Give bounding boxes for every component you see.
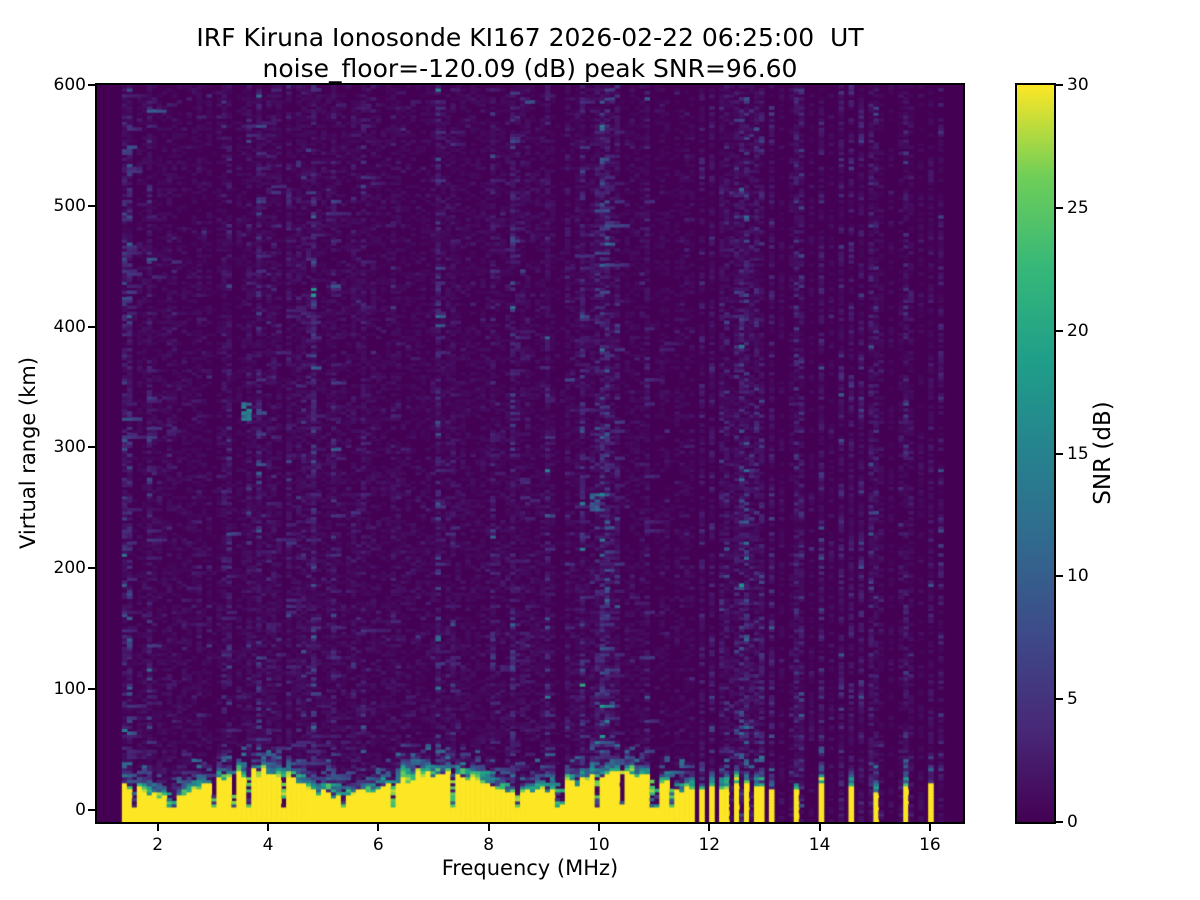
x-tick-label: 16 [919, 835, 941, 855]
x-tick-label: 10 [588, 835, 610, 855]
colorbar-tick-label: 20 [1067, 320, 1089, 341]
y-tick-mark [88, 567, 95, 570]
plot-area [95, 83, 965, 824]
y-tick-label: 600 [53, 75, 86, 95]
y-tick-label: 100 [53, 679, 86, 700]
y-tick-label: 400 [53, 316, 86, 337]
chart-title: IRF Kiruna Ionosonde KI167 2026-02-22 06… [196, 23, 864, 52]
y-tick-mark [88, 446, 95, 449]
x-tick-label: 4 [262, 835, 274, 855]
colorbar [1015, 83, 1056, 824]
x-tick-mark [928, 824, 931, 831]
colorbar-label: SNR (dB) [1090, 401, 1116, 505]
x-axis-label: Frequency (MHz) [441, 856, 619, 880]
colorbar-tick-label: 15 [1067, 443, 1089, 464]
x-tick-mark [156, 824, 159, 831]
colorbar-tick-mark [1056, 575, 1063, 578]
chart-subtitle: noise_floor=-120.09 (dB) peak SNR=96.60 [262, 54, 798, 83]
x-tick-mark [597, 824, 600, 831]
colorbar-tick-mark [1056, 821, 1063, 823]
x-tick-mark [818, 824, 821, 831]
colorbar-tick-mark [1056, 329, 1063, 332]
y-tick-label: 500 [53, 195, 86, 216]
y-tick-mark [88, 688, 95, 691]
colorbar-tick-label: 30 [1067, 75, 1089, 95]
colorbar-tick-label: 10 [1067, 566, 1089, 587]
colorbar-tick-mark [1056, 84, 1063, 86]
x-tick-label: 12 [698, 835, 721, 855]
x-tick-label: 8 [483, 835, 495, 855]
x-tick-mark [708, 824, 711, 831]
y-tick-label: 0 [75, 799, 86, 820]
colorbar-tick-mark [1056, 698, 1063, 701]
colorbar-tick-label: 0 [1067, 812, 1078, 832]
x-tick-label: 2 [152, 835, 164, 855]
colorbar-tick-label: 25 [1067, 197, 1089, 218]
colorbar-gradient [1017, 85, 1054, 822]
y-tick-mark [88, 204, 95, 207]
x-tick-label: 14 [808, 835, 831, 855]
ionogram-heatmap [97, 85, 963, 822]
y-tick-mark [88, 84, 95, 86]
y-tick-label: 300 [53, 437, 86, 458]
y-tick-mark [88, 808, 95, 811]
y-tick-label: 200 [53, 558, 86, 579]
colorbar-tick-mark [1056, 206, 1063, 209]
colorbar-tick-mark [1056, 452, 1063, 455]
colorbar-tick-label: 5 [1067, 689, 1078, 710]
x-tick-mark [266, 824, 269, 831]
x-tick-mark [377, 824, 380, 831]
y-tick-mark [88, 325, 95, 328]
title-block: IRF Kiruna Ionosonde KI167 2026-02-22 06… [95, 22, 965, 84]
x-tick-label: 6 [372, 835, 384, 855]
x-tick-mark [487, 824, 490, 831]
